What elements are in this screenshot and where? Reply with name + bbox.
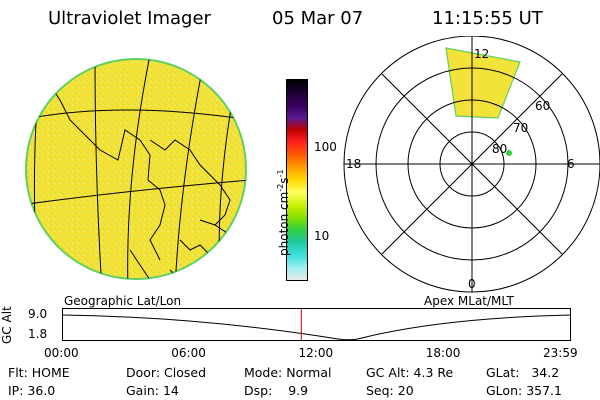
mlt-label-12: 12 — [474, 47, 489, 61]
glat-field: GLat: 34.2 — [486, 365, 560, 380]
time-display: 11:15:55 UT — [432, 8, 543, 29]
dsp-field: Dsp: 9.9 — [244, 383, 309, 398]
green-dot — [506, 150, 512, 156]
timeline-ylabel: GC Alt — [0, 306, 14, 344]
glon-field: GLon: 357.1 — [486, 383, 562, 398]
timeline-tick-label: 06:00 — [171, 346, 206, 360]
gcalt-field: GC Alt: 4.3 Re — [366, 365, 454, 380]
timeline-tick-label: 23:59 — [543, 346, 578, 360]
date-display: 05 Mar 07 — [272, 8, 364, 29]
ip-field: IP: 36.0 — [8, 383, 56, 398]
mlt-label-0: 0 — [468, 277, 476, 291]
color-bar — [286, 79, 308, 281]
altitude-curve — [62, 314, 572, 341]
geographic-label: Geographic Lat/Lon — [64, 294, 182, 308]
colorbar-tick-10: 10 — [314, 229, 330, 243]
apex-label: Apex MLat/MLT — [424, 294, 514, 308]
door-field: Door: Closed — [126, 365, 207, 380]
timeline-plot — [62, 308, 572, 341]
flt-field: Flt: HOME — [8, 365, 70, 380]
app-title: Ultraviolet Imager — [48, 8, 211, 29]
polar-diag-2 — [380, 72, 564, 256]
timeline-tick-label: 00:00 — [44, 346, 79, 360]
geographic-image-panel — [25, 58, 247, 280]
lat-label-60: 60 — [535, 99, 550, 113]
timeline-ymax: 9.0 — [28, 307, 48, 321]
lat-label-80: 80 — [492, 142, 507, 156]
lat-label-70: 70 — [513, 121, 528, 135]
earth-disk-image — [27, 60, 245, 278]
colorbar-unit-label: photon cm-2s-1 — [276, 169, 291, 256]
mlt-label-6: 6 — [567, 157, 575, 171]
colorbar-tick-100: 100 — [314, 140, 337, 154]
timeline-tick-label: 12:00 — [298, 346, 334, 360]
mlt-label-18: 18 — [346, 157, 361, 171]
polar-plot: 12 18 6 0 60 70 80 — [343, 36, 600, 293]
timeline-tick-label: 18:00 — [425, 346, 461, 360]
mode-field: Mode: Normal — [244, 365, 332, 380]
timeline-ymin: 1.8 — [28, 327, 48, 341]
seq-field: Seq: 20 — [366, 383, 414, 398]
timeline-frame — [62, 308, 571, 341]
gain-field: Gain: 14 — [126, 383, 179, 398]
